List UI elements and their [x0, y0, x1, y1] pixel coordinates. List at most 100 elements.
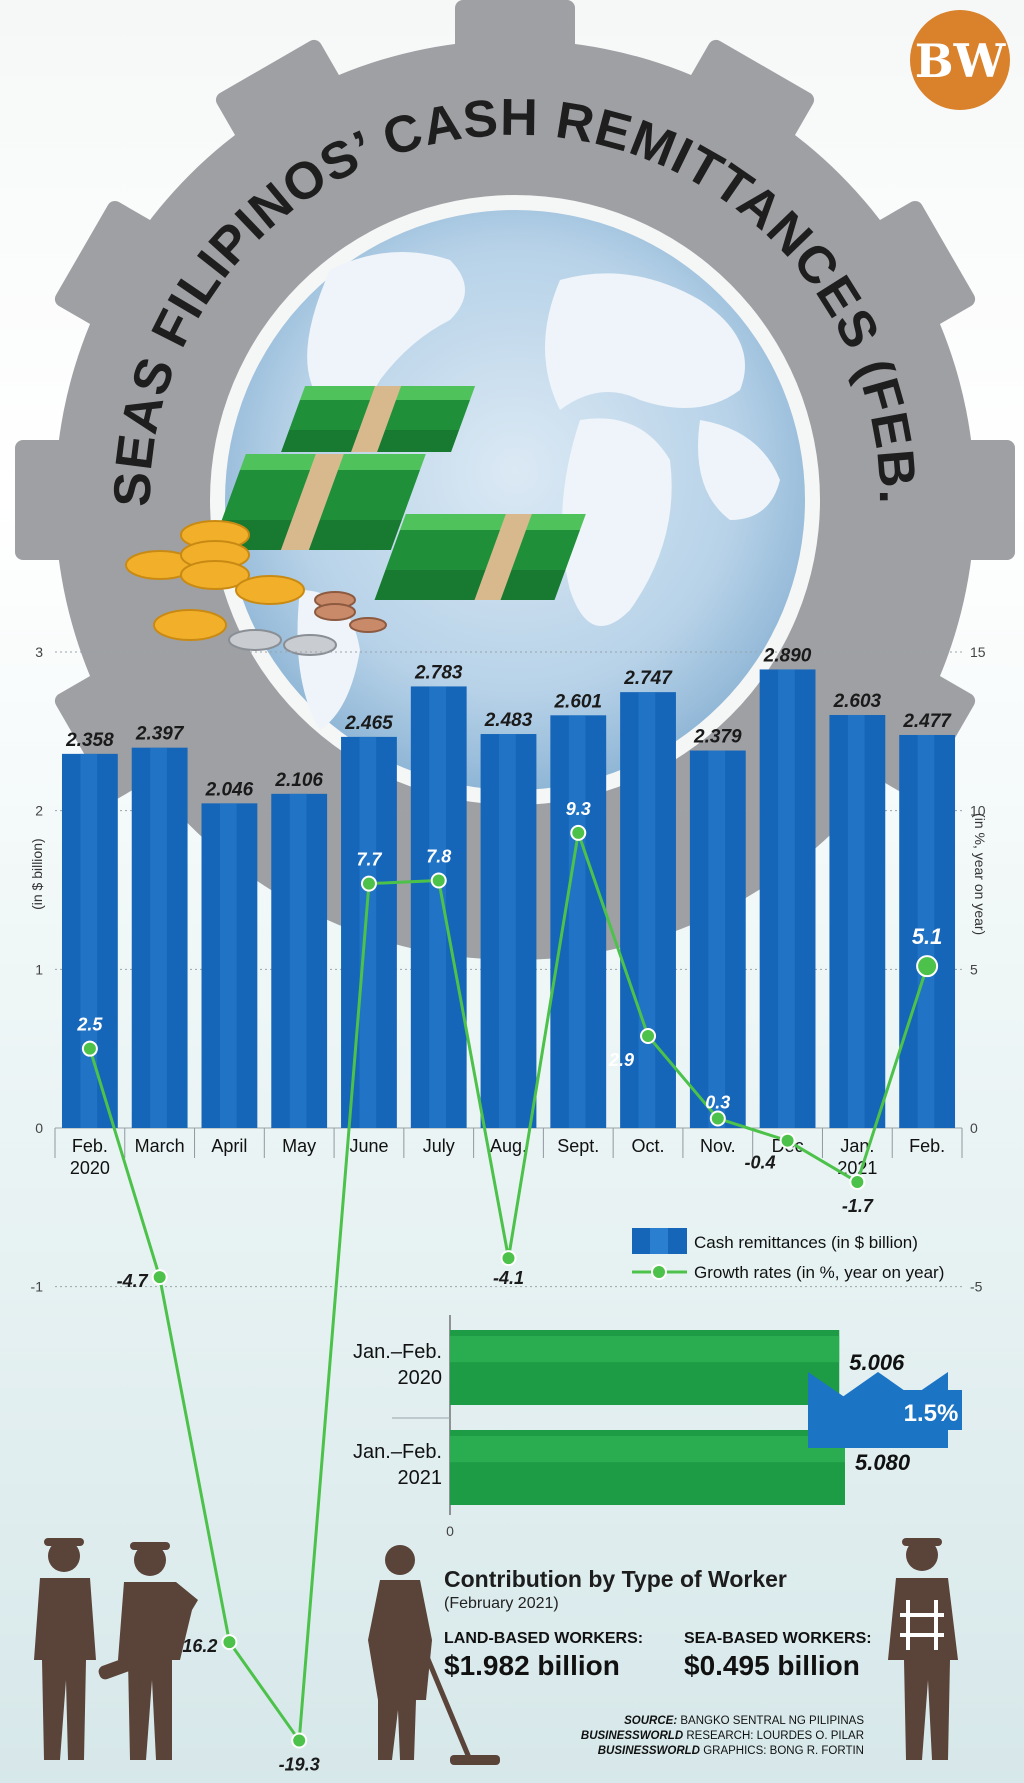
- growth-rate-label: -19.3: [279, 1754, 320, 1774]
- y-right-tick-label: 15: [970, 644, 986, 660]
- remittance-value-label: 2.465: [344, 713, 393, 734]
- remittance-combo-chart: 3 152 101 50 0-1 -5(in $ billion) (in %, year …: [29, 644, 988, 1774]
- growth-rate-point: [779, 1132, 796, 1149]
- y-right-tick-label: -5: [970, 1279, 983, 1295]
- jan-feb-bar-highlight: [450, 1336, 840, 1363]
- remittance-bar-highlight: [499, 734, 516, 1128]
- cleaner-worker: [368, 1545, 500, 1765]
- jan-feb-category-label: Jan.–Feb.: [353, 1341, 442, 1363]
- y-right-tick-label: 0: [970, 1120, 978, 1136]
- remittance-bar-highlight: [708, 750, 726, 1128]
- bw-logo: BW: [910, 10, 1010, 110]
- growth-rate-label: -0.4: [745, 1153, 776, 1173]
- remittance-value-label: 2.747: [623, 668, 673, 689]
- change-arrow-badge: 1.5%: [808, 1372, 962, 1448]
- credit-research-value: RESEARCH: LOURDES O. PILAR: [686, 1730, 864, 1742]
- remittance-bar-highlight: [429, 686, 446, 1128]
- remittance-bar-highlight: [150, 747, 167, 1128]
- safety-vest-stripes: [900, 1600, 944, 1650]
- construction-worker-left: [34, 1538, 96, 1760]
- y-right-tick-label: 5: [970, 961, 978, 977]
- globe-graphic: [225, 210, 805, 790]
- remittance-bar-highlight: [219, 803, 237, 1128]
- y-left-tick-label: -1: [31, 1279, 44, 1295]
- growth-rate-label: 5.1: [912, 924, 943, 949]
- category-label: May: [282, 1136, 316, 1156]
- category-label: Oct.: [632, 1136, 665, 1156]
- growth-rate-point: [500, 1250, 517, 1267]
- remittance-value-label: 2.783: [414, 662, 463, 683]
- remittance-bar-highlight: [289, 793, 307, 1128]
- growth-rate-label: 7.7: [356, 850, 382, 870]
- chart-legend: Cash remittances (in $ billion) Growth r…: [632, 1228, 944, 1282]
- jan-feb-category-label: 2020: [398, 1367, 443, 1389]
- credit-source-label: SOURCE:: [624, 1715, 678, 1727]
- growth-rate-point: [849, 1173, 866, 1190]
- category-label: June: [349, 1136, 388, 1156]
- remittance-bar-highlight: [638, 692, 656, 1128]
- credit-graphics-value: GRAPHICS: BONG R. FORTIN: [703, 1745, 864, 1757]
- growth-rate-label: -4.1: [493, 1268, 524, 1288]
- category-label: 2020: [70, 1158, 110, 1178]
- y-left-axis-title: (in $ billion): [29, 838, 45, 910]
- remittance-bar-highlight: [359, 736, 377, 1128]
- land-based-block: LAND-BASED WORKERS: $1.982 billion: [444, 1630, 643, 1682]
- bw-logo-text: BW: [915, 34, 1007, 88]
- growth-rate-label: 0.3: [705, 1092, 730, 1112]
- credit-source-value: BANGKO SENTRAL NG PILIPINAS: [680, 1715, 864, 1727]
- money-stacks-graphic: [125, 386, 586, 656]
- remittance-value-label: 2.046: [205, 779, 254, 800]
- growth-rate-point: [291, 1732, 308, 1749]
- category-label: Aug.: [490, 1136, 527, 1156]
- growth-rate-label: 9.3: [566, 799, 591, 819]
- growth-rate-point: [916, 955, 939, 978]
- growth-rate-label: -16.2: [176, 1636, 217, 1656]
- category-label: July: [423, 1136, 455, 1156]
- growth-rate-point: [640, 1027, 657, 1044]
- credit-graphics-label: BUSINESSWORLD: [597, 1745, 700, 1757]
- seafarer-worker: [888, 1538, 958, 1760]
- remittance-value-label: 2.483: [484, 710, 533, 731]
- land-based-label: LAND-BASED WORKERS:: [444, 1630, 644, 1647]
- remittance-bar-highlight: [917, 734, 935, 1128]
- growth-rate-point: [221, 1634, 238, 1651]
- growth-rate-point: [151, 1269, 168, 1286]
- legend-line-marker: [651, 1264, 667, 1280]
- remittance-value-label: 2.603: [833, 691, 882, 712]
- sea-based-block: SEA-BASED WORKERS: $0.495 billion: [684, 1630, 872, 1682]
- credit-research: BUSINESSWORLD RESEARCH: LOURDES O. PILAR: [581, 1729, 864, 1744]
- remittance-value-label: 2.477: [902, 711, 952, 732]
- remittance-value-label: 2.379: [693, 727, 742, 748]
- credit-graphics: BUSINESSWORLD GRAPHICS: BONG R. FORTIN: [581, 1744, 864, 1759]
- growth-rate-label: 2.9: [608, 1050, 634, 1070]
- remittance-bar-highlight: [847, 714, 865, 1128]
- category-label: Feb.: [72, 1136, 108, 1156]
- credits-block: SOURCE: BANGKO SENTRAL NG PILIPINAS BUSI…: [581, 1714, 864, 1759]
- remittance-value-label: 2.358: [65, 730, 114, 751]
- contribution-heading: Contribution by Type of Worker: [444, 1566, 787, 1592]
- category-label: Feb.: [909, 1136, 945, 1156]
- remittance-bar-highlight: [80, 753, 98, 1128]
- remittance-value-label: 2.106: [274, 770, 323, 791]
- y-right-tick-label: 10: [970, 803, 986, 819]
- growth-rate-label: 2.5: [76, 1015, 103, 1035]
- growth-rate-label: 7.8: [426, 846, 451, 866]
- jan-feb-category-label: 2021: [398, 1467, 443, 1489]
- y-left-tick-label: 0: [35, 1120, 43, 1136]
- jan-feb-comparison-chart: 0 5.006 Jan.–Feb. 2020 5.080 Jan.–Feb. 2021: [353, 1315, 911, 1539]
- sea-based-value: $0.495 billion: [684, 1650, 860, 1681]
- contribution-period: (February 2021): [444, 1595, 559, 1612]
- category-label: Nov.: [700, 1136, 736, 1156]
- growth-rate-label: -4.7: [117, 1271, 149, 1291]
- legend-bar-swatch-highlight: [650, 1228, 668, 1254]
- remittance-value-label: 2.397: [135, 724, 185, 745]
- growth-rate-point: [360, 875, 377, 892]
- credit-source: SOURCE: BANGKO SENTRAL NG PILIPINAS: [581, 1714, 864, 1729]
- worker-silhouettes: [34, 1538, 958, 1765]
- remittance-bar-highlight: [778, 669, 795, 1128]
- jan-feb-bar-highlight: [450, 1436, 845, 1463]
- jan-feb-value-label: 5.080: [855, 1450, 911, 1475]
- remittance-bar-highlight: [568, 715, 586, 1128]
- growth-rate-point: [430, 872, 447, 889]
